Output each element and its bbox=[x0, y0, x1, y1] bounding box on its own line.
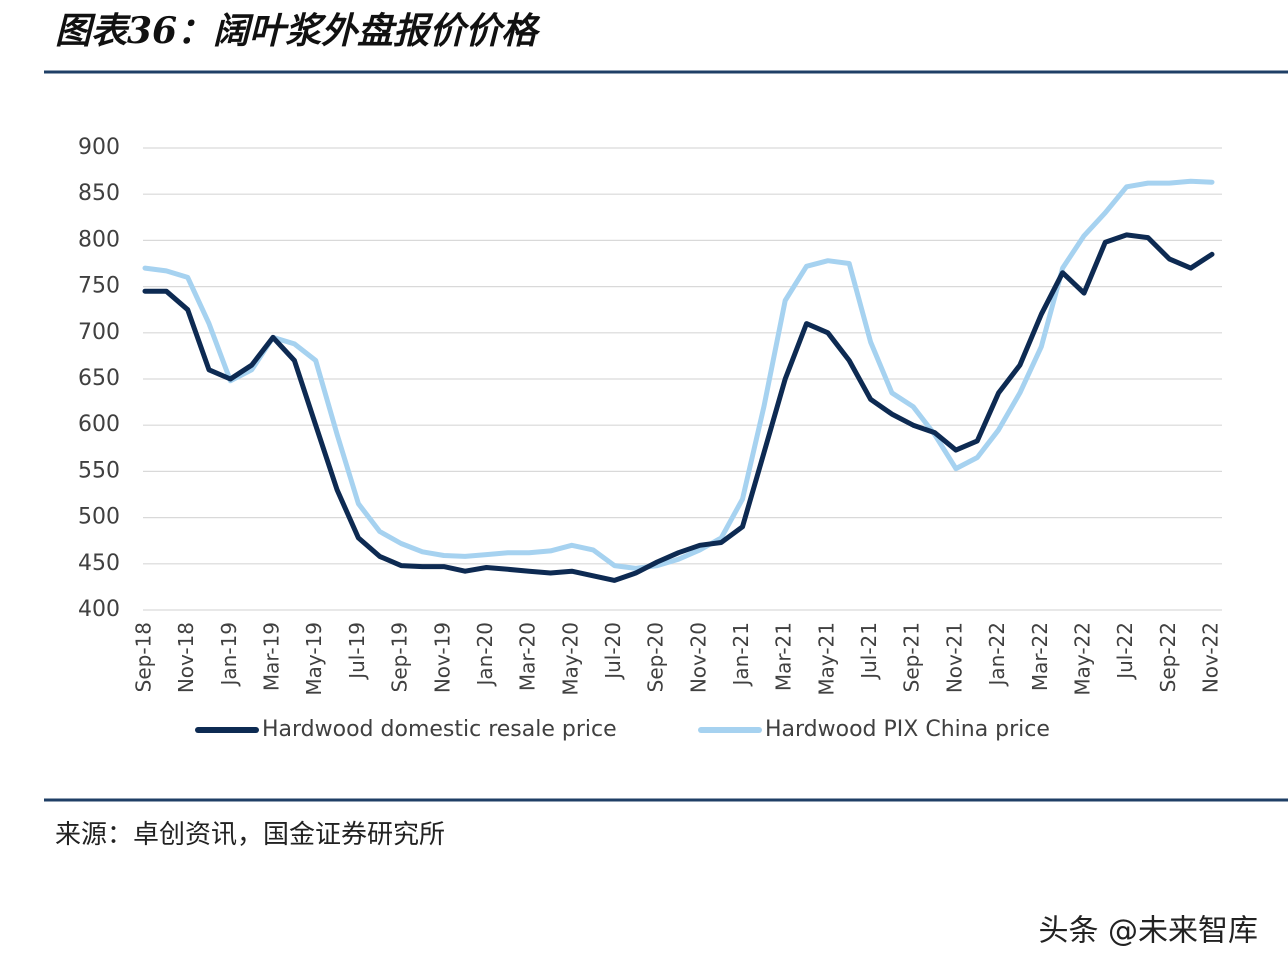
x-tick-label: May-20 bbox=[558, 622, 582, 696]
y-tick-label: 750 bbox=[78, 274, 120, 299]
x-tick-label: Jul-22 bbox=[1113, 622, 1137, 681]
y-tick-label: 900 bbox=[78, 135, 120, 160]
x-tick-label: Jan-19 bbox=[217, 622, 241, 688]
x-tick-label: Nov-20 bbox=[686, 622, 710, 693]
x-tick-label: Mar-21 bbox=[772, 622, 796, 691]
y-tick-label: 500 bbox=[78, 505, 120, 530]
x-tick-label: May-22 bbox=[1070, 622, 1094, 696]
page-title: 图表36：阔叶浆外盘报价价格 bbox=[55, 10, 541, 52]
y-tick-label: 800 bbox=[78, 227, 120, 252]
y-tick-label: 850 bbox=[78, 181, 120, 206]
x-tick-label: Jul-20 bbox=[601, 622, 625, 681]
x-tick-label: May-19 bbox=[302, 622, 326, 696]
y-tick-label: 450 bbox=[78, 551, 120, 576]
x-tick-label: Jan-20 bbox=[473, 622, 497, 688]
x-tick-label: Sep-22 bbox=[1156, 622, 1180, 692]
x-tick-label: Mar-22 bbox=[1028, 622, 1052, 691]
x-tick-label: Sep-20 bbox=[644, 622, 668, 692]
y-tick-label: 700 bbox=[78, 320, 120, 345]
y-tick-label: 550 bbox=[78, 458, 120, 483]
source-note: 来源：卓创资讯，国金证券研究所 bbox=[55, 820, 445, 850]
line-series bbox=[142, 178, 1215, 571]
x-tick-label: Nov-18 bbox=[174, 622, 198, 693]
x-tick-label: Nov-19 bbox=[430, 622, 454, 693]
y-tick-label: 400 bbox=[78, 597, 120, 622]
x-tick-label: Nov-21 bbox=[942, 622, 966, 693]
x-tick-label: Mar-20 bbox=[516, 622, 540, 691]
y-tick-label: 650 bbox=[78, 366, 120, 391]
watermark: 头条 @未来智库 bbox=[1038, 914, 1258, 949]
x-tick-label: Jul-19 bbox=[345, 622, 369, 681]
x-tick-label: Jan-22 bbox=[985, 622, 1009, 688]
legend-label: Hardwood PIX China price bbox=[765, 717, 1050, 742]
x-tick-label: Sep-19 bbox=[388, 622, 412, 692]
line-series bbox=[142, 232, 1215, 583]
x-tick-label: Jul-21 bbox=[857, 622, 881, 681]
plot: 400 450 500 550 600 650 700 750 800 850 900 Sep-18 N… bbox=[78, 135, 1223, 742]
x-tick-label: Mar-19 bbox=[260, 622, 284, 691]
x-tick-label: Sep-18 bbox=[132, 622, 156, 692]
legend-label: Hardwood domestic resale price bbox=[262, 717, 617, 742]
x-tick-label: Sep-21 bbox=[900, 622, 924, 692]
x-tick-label: Jan-21 bbox=[729, 622, 753, 688]
x-tick-label: Nov-22 bbox=[1199, 622, 1223, 693]
y-tick-label: 600 bbox=[78, 412, 120, 437]
x-tick-label: May-21 bbox=[814, 622, 838, 696]
